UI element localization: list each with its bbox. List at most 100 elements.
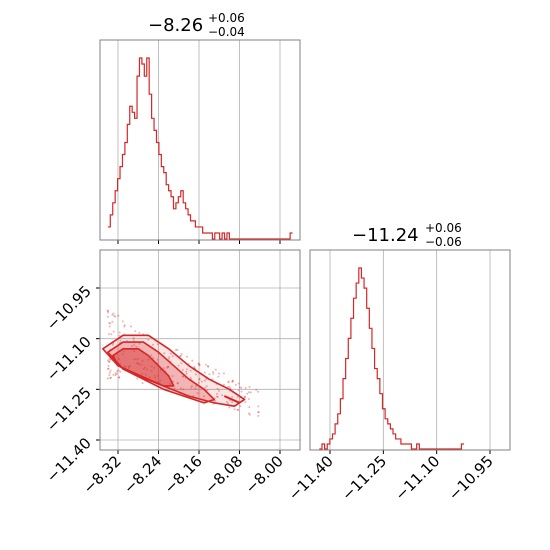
scatter-point: [122, 350, 125, 353]
scatter-point: [119, 370, 122, 373]
scatter-point: [236, 408, 239, 411]
scatter-point: [198, 363, 201, 366]
scatter-point: [248, 391, 251, 394]
scatter-point: [135, 345, 138, 348]
scatter-point: [138, 331, 141, 334]
scatter-point: [132, 358, 135, 361]
scatter-point: [106, 310, 109, 313]
scatter-point: [208, 373, 211, 376]
scatter-point: [106, 377, 109, 380]
scatter-point: [231, 380, 234, 383]
scatter-point: [116, 370, 119, 373]
scatter-point: [255, 388, 258, 391]
scatter-point: [218, 372, 221, 375]
scatter-point: [231, 401, 234, 404]
scatter-point: [247, 398, 250, 401]
x-tick-label: −11.40: [285, 452, 337, 504]
scatter-point: [176, 382, 179, 385]
x-tick-label: −8.24: [120, 452, 165, 497]
scatter-point: [150, 365, 153, 368]
scatter-point: [212, 372, 215, 375]
scatter-point: [106, 315, 109, 318]
scatter-point: [243, 396, 246, 399]
scatter-point: [153, 374, 156, 377]
title-param-2-upper: +0.06: [425, 221, 462, 235]
y-tick-label: −11.25: [43, 383, 95, 435]
scatter-point: [134, 330, 137, 333]
scatter-point: [190, 386, 193, 389]
scatter-point: [203, 371, 206, 374]
title-param-2-lower: −0.06: [425, 235, 462, 249]
scatter-point: [115, 372, 118, 375]
x-tick-label: −8.16: [161, 452, 206, 497]
scatter-point: [141, 372, 144, 375]
scatter-point: [147, 358, 150, 361]
scatter-point: [142, 367, 145, 370]
scatter-point: [215, 395, 218, 398]
contour-level: [107, 341, 215, 404]
scatter-point: [136, 377, 139, 380]
scatter-point: [216, 395, 219, 398]
scatter-point: [180, 353, 183, 356]
histogram-line-param-1: [107, 57, 293, 240]
scatter-point: [167, 357, 170, 360]
scatter-point: [123, 365, 126, 368]
scatter-point: [117, 314, 120, 317]
scatter-point: [238, 386, 241, 389]
scatter-point: [112, 330, 115, 333]
scatter-point: [163, 352, 166, 355]
y-tick-label: −11.10: [43, 333, 95, 385]
scatter-point: [109, 358, 112, 361]
scatter-point: [133, 344, 136, 347]
scatter-point: [236, 396, 239, 399]
scatter-point: [198, 364, 201, 367]
density-contours: [102, 334, 246, 408]
scatter-point: [257, 405, 260, 408]
scatter-point: [179, 354, 182, 357]
scatter-point: [240, 386, 243, 389]
scatter-point: [113, 314, 116, 317]
contour-tail: [223, 395, 240, 404]
scatter-point: [247, 412, 250, 415]
scatter-point: [185, 370, 188, 373]
y-tick-label: −10.95: [43, 282, 95, 334]
scatter-point: [244, 401, 247, 404]
scatter-point: [233, 408, 236, 411]
scatter-point: [214, 399, 217, 402]
plot-frame: [99, 249, 301, 451]
scatter-point: [121, 320, 124, 323]
scatter-point: [141, 360, 144, 363]
scatter-point: [194, 387, 197, 390]
scatter-point: [144, 373, 147, 376]
scatter-point: [156, 374, 159, 377]
scatter-point: [150, 354, 153, 357]
plot-frame: [309, 249, 511, 451]
scatter-point: [118, 331, 121, 334]
scatter-point: [118, 376, 121, 379]
title-param-1-lower: −0.04: [208, 25, 245, 39]
scatter-point: [114, 374, 117, 377]
scatter-point: [257, 414, 260, 417]
plot-frame: [99, 39, 301, 241]
scatter-point: [107, 367, 110, 370]
scatter-point: [176, 348, 179, 351]
scatter-point: [108, 371, 111, 374]
scatter-point: [203, 379, 206, 382]
title-param-1-value: −8.26: [148, 15, 203, 36]
title-param-1-upper: +0.06: [208, 11, 245, 25]
histogram-panel-param-1: [99, 39, 301, 244]
scatter-point: [121, 353, 124, 356]
scatter-point: [109, 377, 112, 380]
scatter-point: [237, 408, 240, 411]
x-tick-label: −8.08: [201, 452, 246, 497]
scatter-point: [234, 383, 237, 386]
scatter-point: [212, 370, 215, 373]
scatter-point: [227, 381, 230, 384]
scatter-point: [237, 389, 240, 392]
scatter-point: [181, 368, 184, 371]
scatter-point: [119, 339, 122, 342]
scatter-point: [216, 387, 219, 390]
scatter-point: [167, 365, 170, 368]
scatter-point: [189, 369, 192, 372]
scatter-point: [118, 334, 121, 337]
